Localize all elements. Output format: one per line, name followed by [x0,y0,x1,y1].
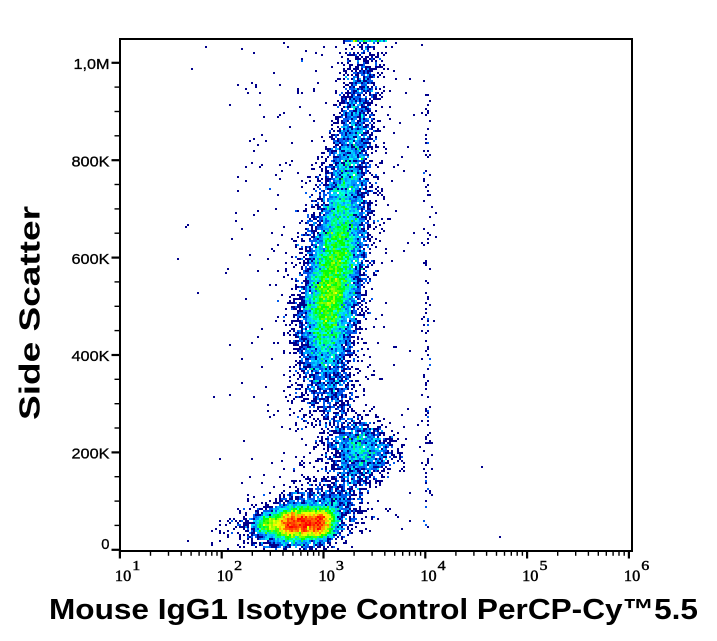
svg-text:2: 2 [234,559,242,574]
svg-text:10: 10 [420,568,436,585]
svg-text:10: 10 [522,568,538,585]
svg-text:10: 10 [319,568,335,585]
svg-text:0: 0 [101,537,109,553]
svg-text:10: 10 [217,568,233,585]
svg-text:800K: 800K [72,154,110,170]
svg-text:Mouse IgG1 Isotype Control Per: Mouse IgG1 Isotype Control PerCP-Cy™5.5 [49,594,698,626]
svg-text:10: 10 [624,568,640,585]
svg-text:6: 6 [641,559,649,574]
svg-text:600K: 600K [72,252,110,268]
svg-text:3: 3 [336,559,344,574]
svg-text:10: 10 [115,568,131,585]
svg-text:1: 1 [132,559,140,574]
svg-text:5: 5 [540,559,548,574]
svg-text:400K: 400K [72,349,110,365]
svg-text:4: 4 [438,559,446,574]
svg-text:Side Scatter: Side Scatter [15,206,47,420]
svg-text:1,0M: 1,0M [74,57,110,73]
svg-text:200K: 200K [72,447,110,463]
